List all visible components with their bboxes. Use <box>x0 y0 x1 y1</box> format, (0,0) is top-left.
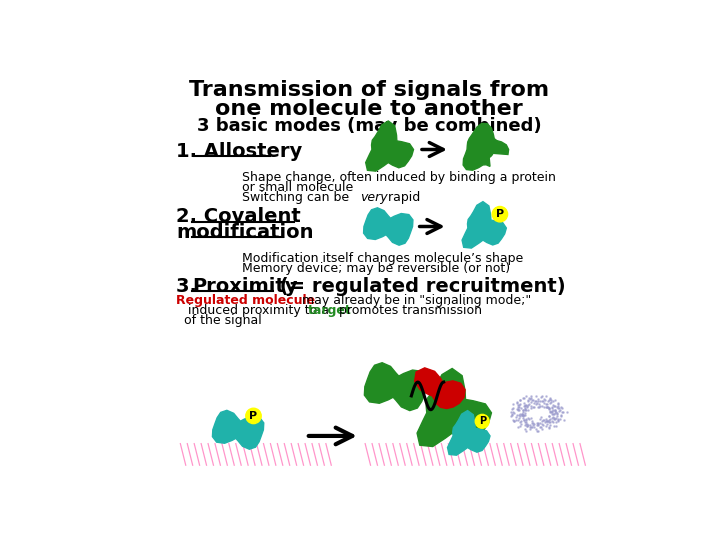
Circle shape <box>492 206 508 222</box>
Polygon shape <box>212 410 264 449</box>
Text: 1. Allostery: 1. Allostery <box>176 142 302 161</box>
Polygon shape <box>366 121 413 171</box>
Text: P: P <box>479 416 486 426</box>
Text: (= regulated recruitment): (= regulated recruitment) <box>273 276 565 295</box>
Text: Memory device; may be reversible (or not): Memory device; may be reversible (or not… <box>242 262 510 275</box>
Text: one molecule to another: one molecule to another <box>215 99 523 119</box>
Text: 3.: 3. <box>176 276 204 295</box>
Polygon shape <box>364 363 428 410</box>
Polygon shape <box>415 368 465 409</box>
Text: promotes transmission: promotes transmission <box>335 304 482 318</box>
Text: 2. Covalent: 2. Covalent <box>176 207 301 226</box>
Text: P: P <box>249 411 258 421</box>
Polygon shape <box>463 124 508 170</box>
Text: induced proximity to a: induced proximity to a <box>184 304 333 318</box>
Text: modification: modification <box>176 222 314 241</box>
Text: Modification itself changes molecule’s shape: Modification itself changes molecule’s s… <box>242 252 523 265</box>
Text: rapid: rapid <box>384 191 420 204</box>
Polygon shape <box>448 410 490 455</box>
Text: 3 basic modes (may be combined): 3 basic modes (may be combined) <box>197 117 541 135</box>
Polygon shape <box>364 208 413 245</box>
Text: Switching can be: Switching can be <box>242 191 353 204</box>
Text: or small molecule: or small molecule <box>242 181 354 194</box>
Polygon shape <box>462 201 506 248</box>
Text: Proximity: Proximity <box>192 276 297 295</box>
Polygon shape <box>417 368 492 447</box>
Text: target: target <box>308 304 352 318</box>
Circle shape <box>475 414 489 428</box>
Text: of the signal: of the signal <box>184 314 262 327</box>
Text: very: very <box>361 191 388 204</box>
Text: P: P <box>496 209 504 219</box>
Text: Transmission of signals from: Transmission of signals from <box>189 80 549 100</box>
Text: may already be in "signaling mode;": may already be in "signaling mode;" <box>298 294 531 307</box>
Text: Shape change, often induced by binding a protein: Shape change, often induced by binding a… <box>242 171 556 184</box>
Text: Regulated molecule: Regulated molecule <box>176 294 315 307</box>
Circle shape <box>246 408 261 423</box>
